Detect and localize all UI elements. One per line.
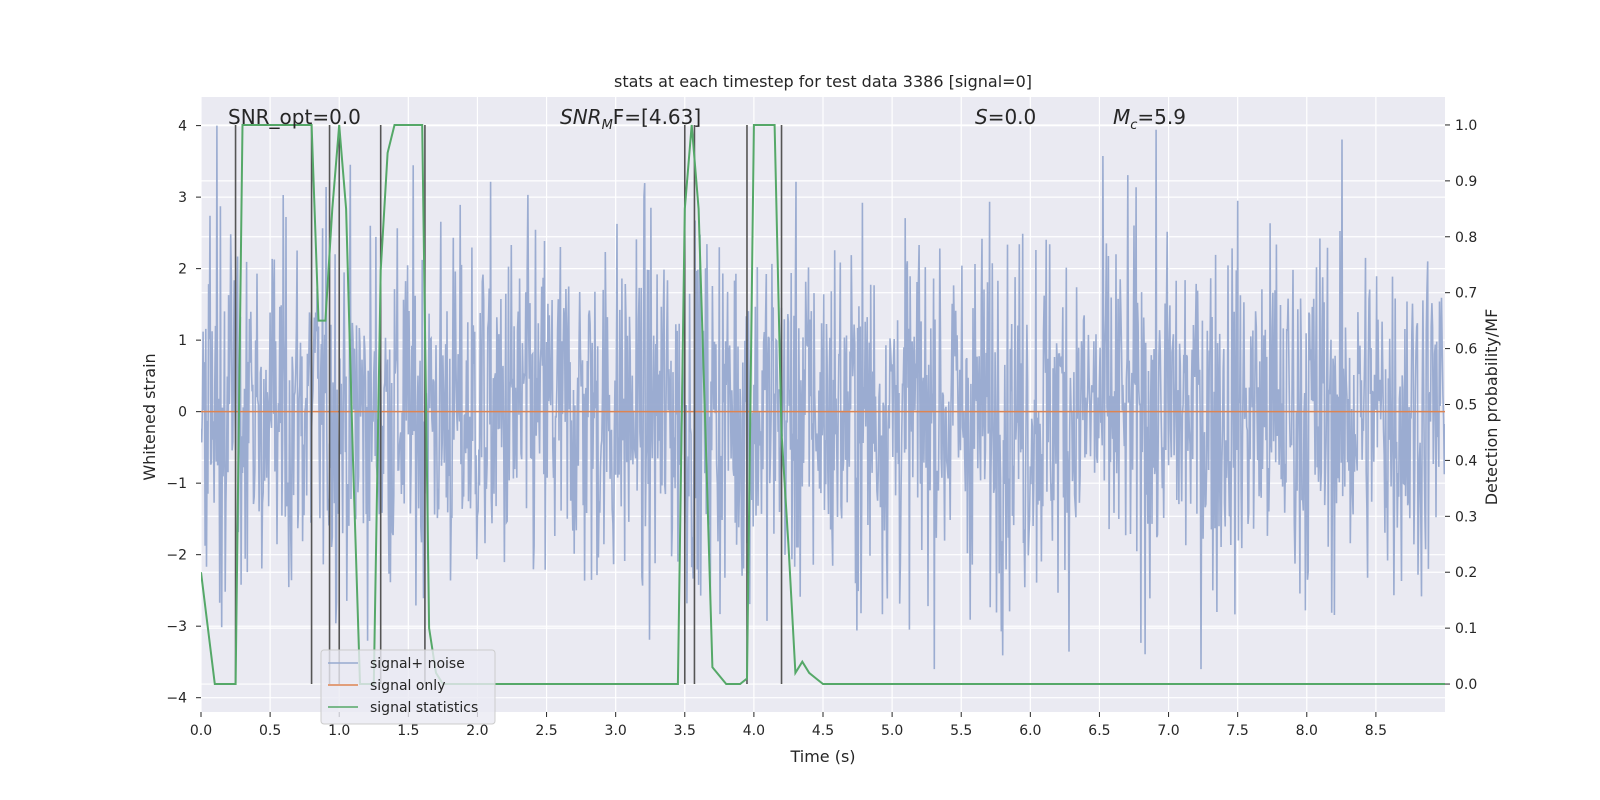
y-right-tick-label: 0.3: [1455, 509, 1477, 525]
legend: signal+ noise signal only signal statist…: [320, 649, 496, 725]
y-right-tick-label: 0.6: [1455, 342, 1477, 358]
y-tick-label: 4: [178, 119, 187, 135]
x-tick-label: 7.0: [1157, 723, 1179, 739]
data-layer: [201, 124, 1445, 685]
y-right-tick-label: 0.8: [1455, 230, 1477, 246]
y-axis-label: Whitened strain: [140, 353, 159, 480]
x-tick-label: 3.5: [674, 723, 696, 739]
x-tick-label: 2.0: [466, 723, 488, 739]
x-tick-label: 8.5: [1365, 723, 1387, 739]
y-tick-label: 0: [178, 405, 187, 421]
annotation-s-value: =0.0: [988, 105, 1037, 129]
chart-title: stats at each timestep for test data 338…: [614, 72, 1032, 91]
y-tick-label: 2: [178, 262, 187, 278]
y-tick-label: −2: [166, 548, 187, 564]
x-tick-label: 6.0: [1019, 723, 1041, 739]
y-right-tick-label: 0.0: [1455, 677, 1477, 693]
x-tick-label: 4.5: [812, 723, 834, 739]
annotation-mc-value: =5.9: [1137, 105, 1186, 129]
y-right-tick-label: 0.4: [1455, 453, 1477, 469]
annotation-snr-opt: SNR_opt=0.0: [228, 105, 361, 129]
legend-frame: [320, 649, 496, 725]
annotation-snr-mf-subscript: M: [602, 118, 613, 133]
x-axis-label: Time (s): [789, 747, 855, 766]
x-tick-label: 7.5: [1227, 723, 1249, 739]
x-tick-label: 0.0: [190, 723, 212, 739]
annotation-snr-mf-symbol: SNR: [560, 105, 602, 129]
x-tick-label: 5.0: [881, 723, 903, 739]
annotation-s: S=0.0: [975, 105, 1036, 129]
x-tick-label: 4.0: [743, 723, 765, 739]
y-right-tick-label: 0.7: [1455, 286, 1477, 302]
x-tick-label: 6.5: [1088, 723, 1110, 739]
y-right-tick-label: 0.5: [1455, 398, 1477, 414]
annotation-snr-mf-value: F=[4.63]: [613, 105, 701, 129]
y-tick-label: −3: [166, 619, 187, 635]
y-right-tick-label: 0.2: [1455, 565, 1477, 581]
x-tick-label: 5.5: [950, 723, 972, 739]
legend-label-signal-only: signal only: [370, 678, 445, 694]
annotation-mc-subscript: c: [1130, 118, 1137, 133]
y-tick-label: −4: [166, 691, 187, 707]
legend-label-statistics: signal statistics: [370, 700, 478, 716]
x-tick-label: 0.5: [259, 723, 281, 739]
y-tick-label: 1: [178, 333, 187, 349]
axes: 0.0 0.5 1.0 1.5 2.0 2.5 3.0 3.5 4.0 4.5 5.0 5.5 6.0 6…: [166, 118, 1477, 739]
y-tick-label: −1: [166, 476, 187, 492]
x-tick-label: 8.0: [1296, 723, 1318, 739]
series-signal-statistics: [201, 124, 1445, 685]
series-signal-plus-noise: [201, 125, 1445, 670]
x-tick-label: 1.0: [328, 723, 350, 739]
x-tick-label: 2.5: [535, 723, 557, 739]
annotation-snr-mf: SNRMF=[4.63]: [560, 105, 701, 133]
legend-label-noise: signal+ noise: [370, 656, 465, 672]
y-right-tick-label: 1.0: [1455, 118, 1477, 134]
y-tick-label: 3: [178, 190, 187, 206]
annotation-s-symbol: S: [975, 105, 988, 129]
annotation-mc: Mc=5.9: [1113, 105, 1186, 133]
y-right-tick-label: 0.1: [1455, 621, 1477, 637]
annotation-mc-symbol: M: [1113, 105, 1130, 129]
x-tick-label: 1.5: [397, 723, 419, 739]
y-axis-right-label: Detection probability/MF: [1482, 309, 1501, 506]
y-right-tick-label: 0.9: [1455, 174, 1477, 190]
x-tick-label: 3.0: [605, 723, 627, 739]
